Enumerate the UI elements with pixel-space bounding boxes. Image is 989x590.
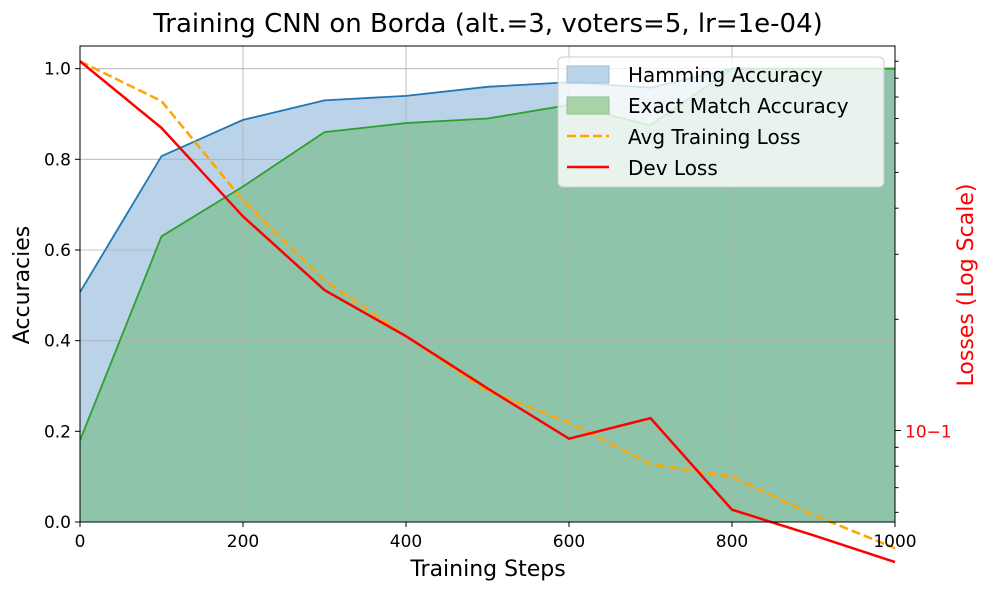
x-tick-label-4: 800 bbox=[716, 532, 748, 552]
legend-frame bbox=[557, 56, 885, 188]
axes bbox=[75, 45, 901, 527]
legend: Hamming Accuracy Exact Match Accuracy Av… bbox=[557, 56, 885, 188]
y2-tick-label: 10−1 bbox=[905, 422, 952, 442]
y-tick-label-0: 0.0 bbox=[44, 513, 71, 533]
legend-label-hamming: Hamming Accuracy bbox=[628, 63, 823, 87]
x-tick-label-3: 600 bbox=[553, 532, 585, 552]
tick-labels: 0 200 400 600 800 1000 0.0 0.2 0.4 0.6 0.8 1.0 10−1 bbox=[44, 60, 952, 552]
x-tick-label-1: 200 bbox=[227, 532, 259, 552]
series-line-avg-training-loss bbox=[79, 60, 896, 550]
legend-label-avg-training-loss: Avg Training Loss bbox=[628, 125, 801, 149]
y-tick-label-2: 0.4 bbox=[44, 332, 71, 352]
x-tick-label-0: 0 bbox=[75, 532, 86, 552]
x-tick-label-2: 400 bbox=[390, 532, 422, 552]
y-axis-label: Accuracies bbox=[10, 226, 35, 345]
x-tick-label-5: 1000 bbox=[873, 532, 916, 552]
y-tick-label-3: 0.6 bbox=[44, 241, 71, 261]
y-tick-label-5: 1.0 bbox=[44, 60, 71, 80]
legend-label-exact-match: Exact Match Accuracy bbox=[628, 94, 849, 118]
axes-frame bbox=[79, 45, 896, 523]
y2-axis-label: Losses (Log Scale) bbox=[954, 184, 979, 387]
chart-title: Training CNN on Borda (alt.=3, voters=5,… bbox=[152, 9, 823, 39]
y-tick-label-4: 0.8 bbox=[44, 150, 71, 170]
series-line-dev-loss bbox=[79, 60, 896, 564]
legend-swatch-exact-match bbox=[566, 96, 610, 115]
legend-swatch-hamming bbox=[566, 65, 610, 84]
legend-label-dev-loss: Dev Loss bbox=[628, 156, 718, 180]
y-tick-label-1: 0.2 bbox=[44, 422, 71, 442]
x-axis-label: Training Steps bbox=[409, 557, 565, 582]
